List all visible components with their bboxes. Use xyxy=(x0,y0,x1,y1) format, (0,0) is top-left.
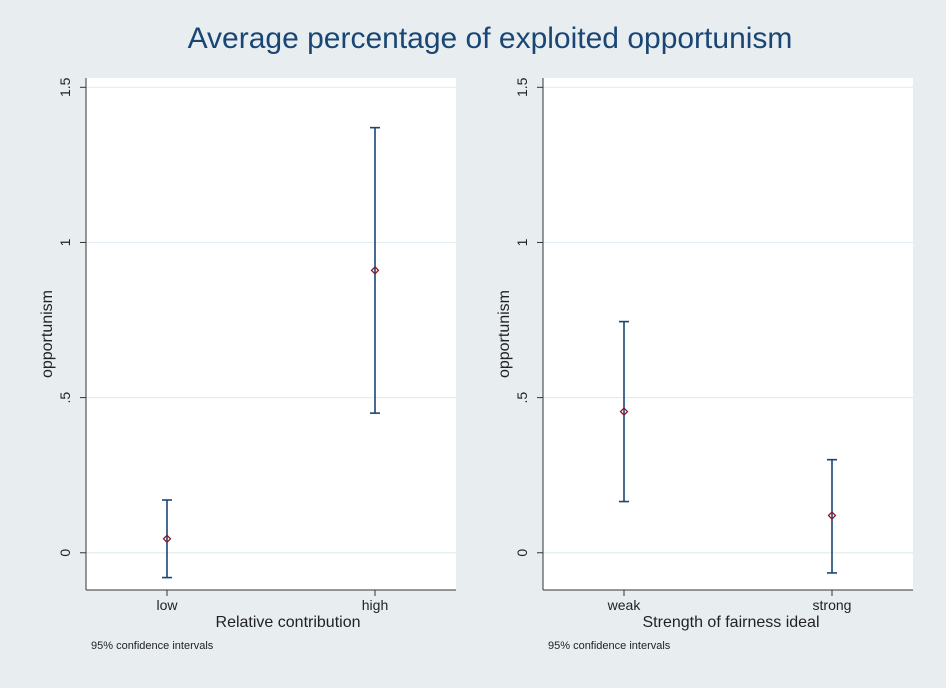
x-tick-label: low xyxy=(156,597,178,613)
y-axis-title: opportunism xyxy=(496,290,513,378)
chart-title: Average percentage of exploited opportun… xyxy=(188,22,793,55)
chart-panel-1: 0 .5 1 1.5 low high opportunism Relative contri… xyxy=(39,77,456,652)
y-tick-label: 1.5 xyxy=(57,77,73,97)
plot-area xyxy=(543,78,913,590)
chart-note: 95% confidence intervals xyxy=(91,640,214,652)
mean-point xyxy=(370,265,380,275)
chart-panel-2: 0 .5 1 1.5 weak strong opportunism Strength of … xyxy=(496,77,913,652)
mean-point xyxy=(827,511,837,520)
chart-note: 95% confidence intervals xyxy=(548,640,671,652)
y-axis-title: opportunism xyxy=(39,290,56,378)
y-tick-label: 1.5 xyxy=(514,77,530,97)
y-tick-label: .5 xyxy=(514,392,530,404)
y-tick-label: 0 xyxy=(57,549,73,557)
x-tick-label: high xyxy=(362,597,388,613)
mean-point xyxy=(162,534,172,544)
y-tick-label: .5 xyxy=(57,392,73,404)
x-axis-title: Relative contribution xyxy=(216,614,361,631)
x-axis-title: Strength of fairness ideal xyxy=(643,614,820,631)
y-tick-label: 0 xyxy=(514,549,530,557)
x-tick-label: weak xyxy=(607,597,642,613)
mean-point xyxy=(619,407,629,416)
y-tick-label: 1 xyxy=(57,238,73,246)
y-tick-label: 1 xyxy=(514,238,530,246)
x-tick-label: strong xyxy=(813,597,852,613)
plot-area xyxy=(86,78,456,590)
